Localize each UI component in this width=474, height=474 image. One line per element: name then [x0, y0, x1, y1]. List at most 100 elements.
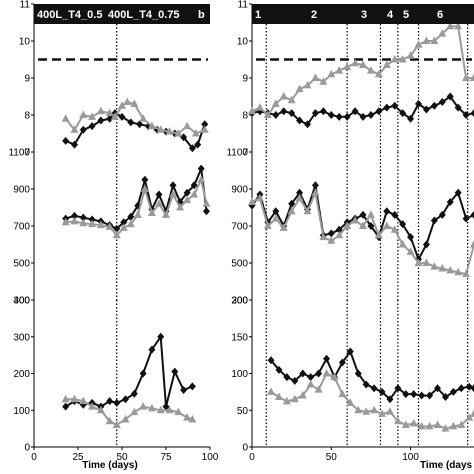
- right-bot-xtick-label: 100: [402, 452, 419, 463]
- left-bot-point-gray: [105, 416, 114, 425]
- right-bot-point-black: [346, 347, 354, 356]
- left-top-point-black: [106, 114, 114, 123]
- right-top-point-gray: [366, 66, 375, 74]
- right-bot-point-black: [307, 373, 315, 382]
- left-top-point-black: [70, 140, 78, 149]
- left-top-point-gray: [200, 125, 209, 133]
- right-top-point-gray: [414, 40, 423, 48]
- right-mid-point-gray: [390, 225, 399, 233]
- right-top-point-gray: [374, 69, 383, 78]
- left-bot-point-black: [157, 332, 165, 341]
- right-top-point-gray: [271, 99, 280, 107]
- right-mid-panel: 300 500 700 900 1100: [226, 148, 474, 307]
- left-mid-point-black: [79, 213, 87, 222]
- left-mid-point-gray: [119, 223, 128, 231]
- left-mid-point-black: [155, 190, 163, 199]
- left-bot-point-gray: [70, 394, 79, 403]
- right-bot-point-black: [291, 376, 299, 385]
- left-top-ytick-label: 7: [24, 148, 30, 159]
- right-top-point-black: [407, 114, 415, 123]
- right-top-point-gray: [248, 106, 256, 115]
- right-top-point-gray: [470, 73, 474, 81]
- right-bot-point-black: [362, 380, 370, 389]
- left-mid-point-gray: [61, 217, 70, 226]
- right-mid-point-gray: [366, 210, 375, 218]
- right-bot-point-gray: [441, 424, 450, 432]
- left-bot-point-black: [148, 345, 156, 354]
- left-bot-xtick-label: 0: [31, 452, 37, 463]
- right-bot-point-gray: [267, 387, 276, 395]
- left-top-point-black: [188, 144, 196, 153]
- left-top-point-gray: [147, 121, 156, 130]
- left-mid-point-black: [88, 215, 96, 224]
- right-bot-point-gray: [354, 405, 363, 414]
- left-bot-ytick-label: 0: [24, 443, 30, 454]
- left-mid-ytick-label: 1100: [8, 148, 30, 159]
- left-bot-point-black: [162, 402, 170, 411]
- right-top-point-black: [430, 101, 438, 110]
- left-top-point-gray: [174, 129, 183, 137]
- left-top-series-black-line: [65, 111, 206, 150]
- left-top-point-black: [127, 118, 135, 127]
- right-mid-point-gray: [414, 258, 423, 266]
- left-bot-point-black: [113, 398, 121, 407]
- left-bot-point-black: [122, 395, 130, 404]
- right-top-point-black: [296, 116, 304, 125]
- right-mid-point-gray: [319, 232, 328, 241]
- right-bot-point-gray: [457, 420, 466, 428]
- left-top-point-gray: [123, 97, 132, 106]
- right-mid-point-gray: [279, 223, 288, 231]
- left-top-ytick-label: 11: [20, 0, 31, 11]
- left-bot-xtick-label: 25: [72, 452, 84, 463]
- left-top-point-gray: [110, 112, 119, 120]
- right-mid-point-black: [470, 210, 474, 219]
- right-mid-point-black: [430, 216, 438, 225]
- left-top-point-gray: [88, 112, 97, 120]
- right-mid-point-gray: [263, 221, 272, 229]
- left-mid-point-black: [197, 164, 205, 173]
- right-top-point-black: [359, 112, 367, 121]
- right-mid-point-black: [367, 222, 375, 230]
- right-bot-point-gray: [465, 413, 474, 421]
- right-mid-ytick-label: 900: [231, 185, 248, 196]
- right-bot-ytick-label: 200: [231, 296, 248, 307]
- right-top-ytick-label: 9: [242, 74, 248, 85]
- left-mid-point-gray: [105, 222, 114, 230]
- right-bot-point-gray: [298, 391, 307, 399]
- right-mid-point-black: [288, 199, 296, 208]
- right-phase-banner: [252, 4, 474, 24]
- left-mid-point-black: [169, 181, 177, 190]
- right-bot-point-black: [434, 384, 442, 393]
- left-bot-point-gray: [121, 414, 130, 423]
- left-mid-point-gray: [112, 230, 121, 239]
- left-bot-point-gray: [156, 405, 165, 414]
- right-mid-point-black: [327, 229, 335, 238]
- right-mid-point-black: [407, 233, 415, 242]
- right-top-point-black: [343, 112, 351, 121]
- right-top-point-black: [304, 120, 311, 129]
- right-top-point-black: [438, 98, 446, 107]
- left-top-ytick-label: 10: [19, 37, 31, 48]
- right-bot-point-black: [267, 356, 275, 365]
- right-mid-point-gray: [255, 193, 264, 202]
- right-bot-point-black: [449, 387, 457, 396]
- right-mid-point-black: [272, 207, 280, 216]
- right-bot-point-gray: [425, 421, 434, 430]
- right-top-point-gray: [295, 84, 304, 93]
- right-mid-point-black: [383, 207, 391, 216]
- left-bot-xtick-label: 100: [202, 452, 219, 463]
- right-bot-point-gray: [282, 396, 291, 405]
- left-mid-point-gray: [176, 203, 185, 211]
- right-mid-point-gray: [327, 236, 336, 244]
- left-top-point-gray: [96, 106, 105, 115]
- right-mid-point-black: [296, 188, 304, 197]
- right-bot-point-black: [370, 384, 378, 393]
- left-bot-xtick-label: 50: [116, 452, 128, 463]
- right-top-point-black: [272, 111, 280, 119]
- left-top-ytick-label: 8: [24, 111, 30, 122]
- left-mid-point-black: [183, 188, 191, 197]
- left-top-point-gray: [130, 99, 139, 107]
- left-bot-point-black: [188, 382, 196, 391]
